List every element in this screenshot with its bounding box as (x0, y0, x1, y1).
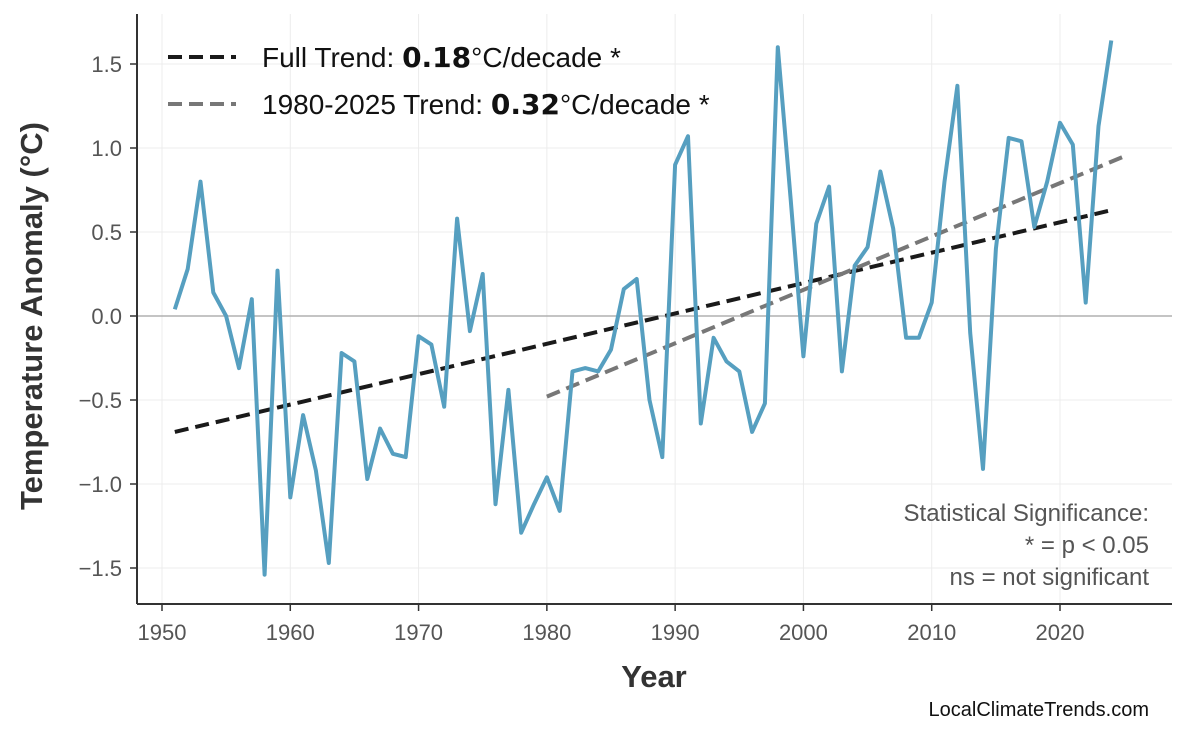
x-tick-label: 1960 (266, 620, 315, 645)
y-tick-label: 1.5 (91, 52, 122, 77)
y-tick-label: −0.5 (79, 388, 122, 413)
legend-label-full-trend: Full Trend: 0.18°C/decade * (262, 41, 621, 74)
significance-note: Statistical Significance: * = p < 0.05 n… (904, 500, 1150, 591)
legend-label-recent-trend: 1980-2025 Trend: 0.32°C/decade * (262, 88, 710, 121)
trend-lines (174, 154, 1125, 434)
svg-text:* = p < 0.05: * = p < 0.05 (1025, 532, 1149, 559)
y-ticks: 1.5 1.0 0.5 0.0 −0.5 −1.0 −1.5 (79, 52, 137, 581)
svg-text:Statistical Significance:: Statistical Significance: (904, 500, 1149, 527)
anomaly-series-line (172, 40, 1114, 577)
x-tick-label: 1980 (522, 620, 571, 645)
y-tick-label: 0.5 (91, 220, 122, 245)
svg-text:ns = not significant: ns = not significant (950, 564, 1150, 591)
series-lines (172, 40, 1114, 577)
credit-text: LocalClimateTrends.com (929, 699, 1149, 721)
full-trend-line (174, 208, 1112, 434)
y-tick-label: 1.0 (91, 136, 122, 161)
y-tick-label: −1.0 (79, 472, 122, 497)
x-tick-label: 1970 (394, 620, 443, 645)
y-tick-label: 0.0 (91, 304, 122, 329)
x-tick-label: 1950 (138, 620, 187, 645)
x-tick-label: 2010 (907, 620, 956, 645)
y-axis-label: Temperature Anomaly (°C) (14, 122, 49, 510)
x-tick-label: 2000 (779, 620, 828, 645)
x-ticks: 1950 1960 1970 1980 1990 2000 2010 2020 (138, 604, 1085, 645)
x-tick-label: 2020 (1036, 620, 1085, 645)
legend: Full Trend: 0.18°C/decade * 1980-2025 Tr… (168, 41, 710, 121)
x-tick-label: 1990 (651, 620, 700, 645)
y-tick-label: −1.5 (79, 556, 122, 581)
x-axis-label: Year (621, 659, 687, 694)
